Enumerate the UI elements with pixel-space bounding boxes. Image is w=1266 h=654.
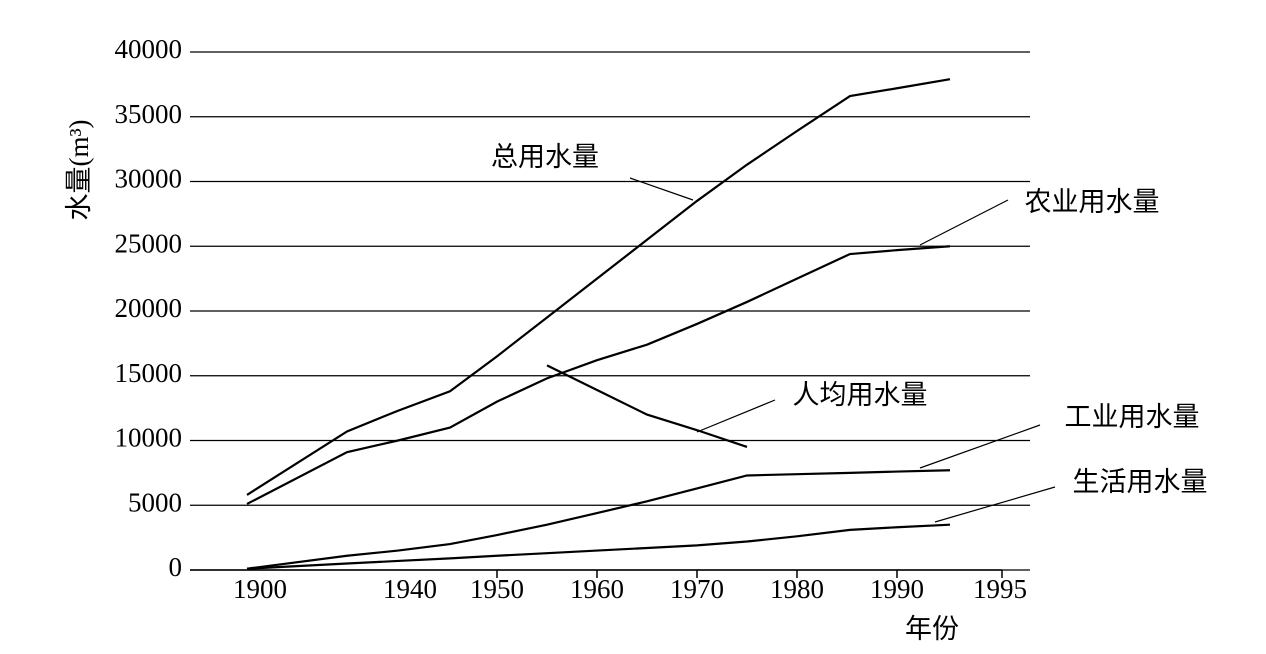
series-label: 生活用水量 [1073,467,1208,497]
y-tick-label: 15000 [115,358,183,388]
x-tick-label: 1950 [470,574,524,604]
y-tick-label: 30000 [115,164,183,194]
leader-line [629,177,694,201]
series-line [246,78,951,496]
x-tick-label: 1980 [770,574,824,604]
x-tick-label: 1970 [670,574,724,604]
x-tick-label: 1940 [383,574,437,604]
x-axis-label: 年份 [905,614,959,644]
series-line [246,245,951,505]
series-label: 总用水量 [491,142,599,172]
y-tick-label: 25000 [115,228,183,258]
y-tick-label: 10000 [115,423,183,453]
series-line [246,523,951,570]
x-tick-label: 1960 [570,574,624,604]
leader-line [934,486,1056,523]
series-line [246,469,951,570]
y-tick-label: 5000 [128,487,182,517]
leader-line [696,399,776,433]
y-tick-label: 0 [169,552,183,582]
leader-line [919,424,1041,469]
series-label: 人均用水量 [793,380,928,410]
series-label: 农业用水量 [1025,187,1160,217]
y-tick-label: 40000 [115,34,183,64]
x-tick-label: 1900 [233,574,287,604]
y-tick-label: 35000 [115,99,183,129]
leader-line [919,199,1009,246]
y-axis-label: 水量(m³) [64,119,94,220]
x-tick-label: 1995 [973,574,1027,604]
x-tick-label: 1990 [870,574,924,604]
series-label: 工业用水量 [1065,402,1200,432]
series-line [546,364,748,449]
y-tick-label: 20000 [115,293,183,323]
